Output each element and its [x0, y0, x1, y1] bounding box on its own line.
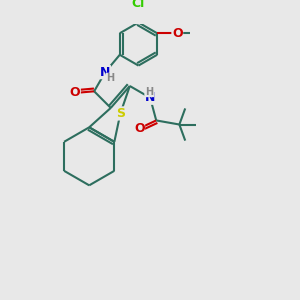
Text: O: O: [134, 122, 145, 135]
Text: H: H: [106, 73, 114, 83]
Text: Cl: Cl: [132, 0, 145, 10]
Text: S: S: [116, 107, 125, 120]
Text: N: N: [100, 66, 110, 79]
Text: N: N: [145, 91, 155, 104]
Text: O: O: [70, 86, 80, 100]
Text: O: O: [172, 27, 183, 40]
Text: H: H: [146, 87, 154, 97]
